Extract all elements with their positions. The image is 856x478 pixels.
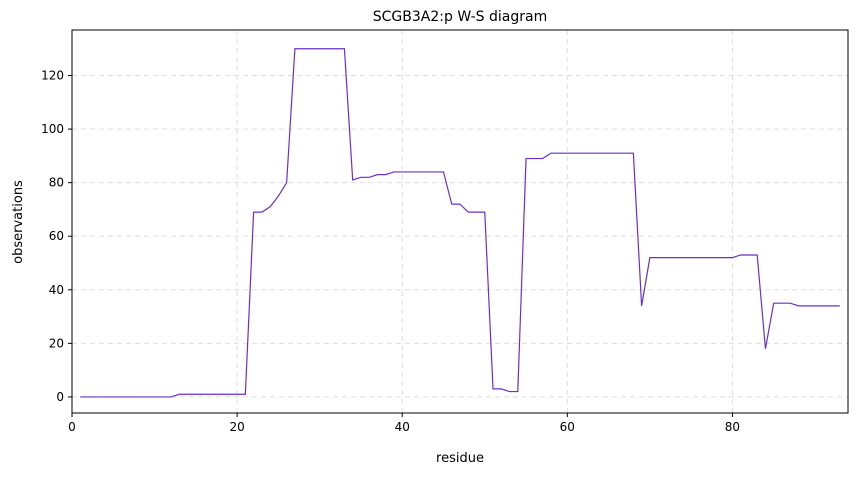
plot-frame [71,29,849,414]
y-tick-label: 60 [49,229,64,243]
y-tick-label: 80 [49,176,64,190]
x-tick-label: 60 [560,420,575,434]
chart-title: SCGB3A2:p W-S diagram [373,9,547,25]
y-tick-label: 40 [49,283,64,297]
x-tick-label: 20 [229,420,244,434]
y-tick-label: 120 [41,69,64,83]
y-tick-label: 100 [41,122,64,136]
y-tick-label: 0 [56,390,64,404]
y-axis-label: observations [11,180,26,264]
data-line [80,48,840,398]
x-axis-label: residue [436,451,484,466]
x-tick-label: 40 [395,420,410,434]
y-tick-label: 20 [49,336,64,350]
x-tick-label: 0 [68,420,76,434]
x-tick-label: 80 [725,420,740,434]
